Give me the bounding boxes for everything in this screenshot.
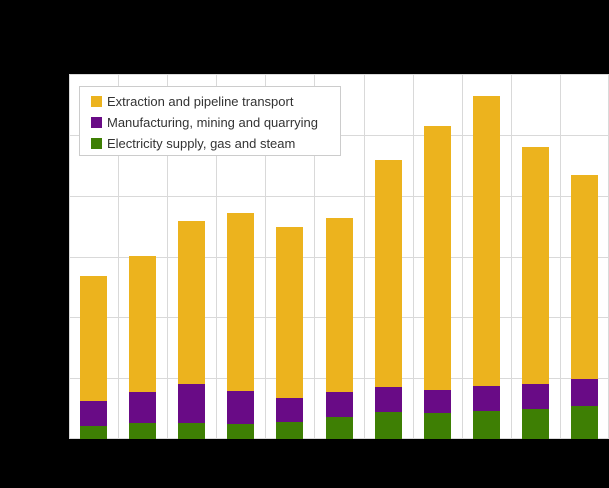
bar-segment [571,175,598,379]
bar-segment [129,392,157,424]
bar-segment [571,378,598,407]
bar-segment [80,276,107,402]
bar-segment [227,423,255,439]
bar-segment [325,217,353,393]
bar-segment [129,255,157,393]
bar-segment [80,401,107,427]
gridline-vertical [118,74,119,439]
bar-segment [423,389,451,414]
gridline-vertical [314,74,315,439]
bar-segment [325,392,353,417]
gridline-horizontal [69,74,609,75]
bar-segment [472,411,500,439]
gridline-vertical [364,74,365,439]
bar-segment [178,221,206,384]
bar-segment [423,126,451,390]
gridline-vertical [511,74,512,439]
legend-item-manufacturing[interactable]: Manufacturing, mining and quarrying [91,112,340,133]
bar-segment [521,408,549,439]
bar-segment [374,412,402,439]
gridline-vertical [69,74,70,439]
bar-segment [472,95,500,386]
gridline-vertical [560,74,561,439]
bar-segment [227,390,255,424]
gridline-vertical [413,74,414,439]
bar-segment [276,227,304,398]
plot-area: Extraction and pipeline transport Manufa… [69,74,609,439]
bar-segment [129,423,157,439]
bar-segment [423,413,451,439]
bar-segment [276,422,304,439]
bar-segment [80,426,107,439]
gridline-vertical [265,74,266,439]
bar-segment [276,397,304,422]
legend-label-manufacturing: Manufacturing, mining and quarrying [107,115,319,130]
bar-segment [178,383,206,423]
gridline-vertical [216,74,217,439]
legend-label-extraction: Extraction and pipeline transport [107,94,294,109]
legend-label-electricity: Electricity supply, gas and steam [107,136,296,151]
bar-segment [374,159,402,388]
gridline-horizontal [69,196,609,197]
bar-segment [374,387,402,413]
bar-segment [571,406,598,439]
gridline-vertical [167,74,168,439]
bar-segment [325,416,353,439]
gridline-vertical [462,74,463,439]
legend-swatch-manufacturing-icon [91,117,102,128]
bar-segment [521,147,549,384]
bar-segment [472,385,500,411]
chart-legend: Extraction and pipeline transport Manufa… [79,86,341,156]
legend-swatch-extraction-icon [91,96,102,107]
bar-segment [178,422,206,439]
legend-item-electricity[interactable]: Electricity supply, gas and steam [91,133,340,154]
bar-segment [227,213,255,391]
legend-item-extraction[interactable]: Extraction and pipeline transport [91,91,340,112]
bar-segment [521,383,549,409]
legend-swatch-electricity-icon [91,138,102,149]
